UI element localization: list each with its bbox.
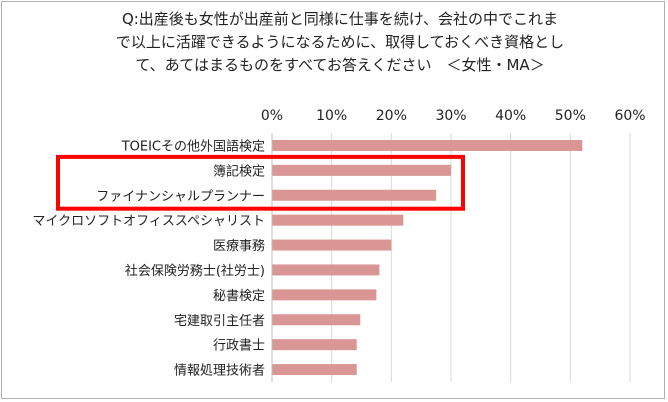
- title-line-3: て、あてはまるものをすべてお答えください ＜女性・MA＞: [135, 56, 545, 74]
- category-label-2: ファイナンシャルプランナー: [96, 189, 265, 204]
- category-label-8: 行政書士: [213, 339, 265, 354]
- bar-9: [272, 364, 357, 376]
- bar-2: [272, 189, 437, 201]
- category-label-9: 情報処理技術者: [174, 364, 265, 379]
- highlight-box: [56, 154, 465, 211]
- x-tick-label-3: 30%: [435, 108, 466, 124]
- bar-4: [272, 239, 392, 251]
- bar-3: [272, 214, 404, 226]
- category-label-6: 秘書検定: [213, 289, 265, 304]
- bar-0: [272, 139, 583, 151]
- bar-8: [272, 339, 357, 351]
- bar-5: [272, 264, 380, 276]
- x-tick-label-0: 0%: [261, 108, 283, 124]
- category-label-0: TOEICその他外国語検定: [121, 138, 265, 154]
- title-line-1: Q:出産後も女性が出産前と同様に仕事を続け、会社の中でこれま: [121, 10, 559, 28]
- x-tick-label-6: 60%: [614, 108, 645, 124]
- category-label-4: 医療事務: [213, 239, 265, 254]
- x-tick-label-2: 20%: [376, 108, 407, 124]
- title-line-2: で以上に活躍できるようになるために、取得しておくべき資格とし: [115, 33, 565, 51]
- category-label-5: 社会保険労務士(社労士): [125, 263, 265, 279]
- bar-6: [272, 289, 377, 301]
- x-tick-label-5: 50%: [555, 108, 586, 124]
- x-tick-label-1: 10%: [316, 108, 347, 124]
- bar-1: [272, 164, 451, 176]
- category-label-3: マイクロソフトオフィススペシャリスト: [32, 214, 265, 229]
- bar-7: [272, 314, 361, 326]
- category-label-7: 宅建取引主任者: [174, 314, 265, 329]
- category-label-1: 簿記検定: [213, 163, 265, 179]
- chart-title: Q:出産後も女性が出産前と同様に仕事を続け、会社の中でこれま で以上に活躍できる…: [40, 8, 640, 77]
- x-tick-label-4: 40%: [495, 108, 526, 124]
